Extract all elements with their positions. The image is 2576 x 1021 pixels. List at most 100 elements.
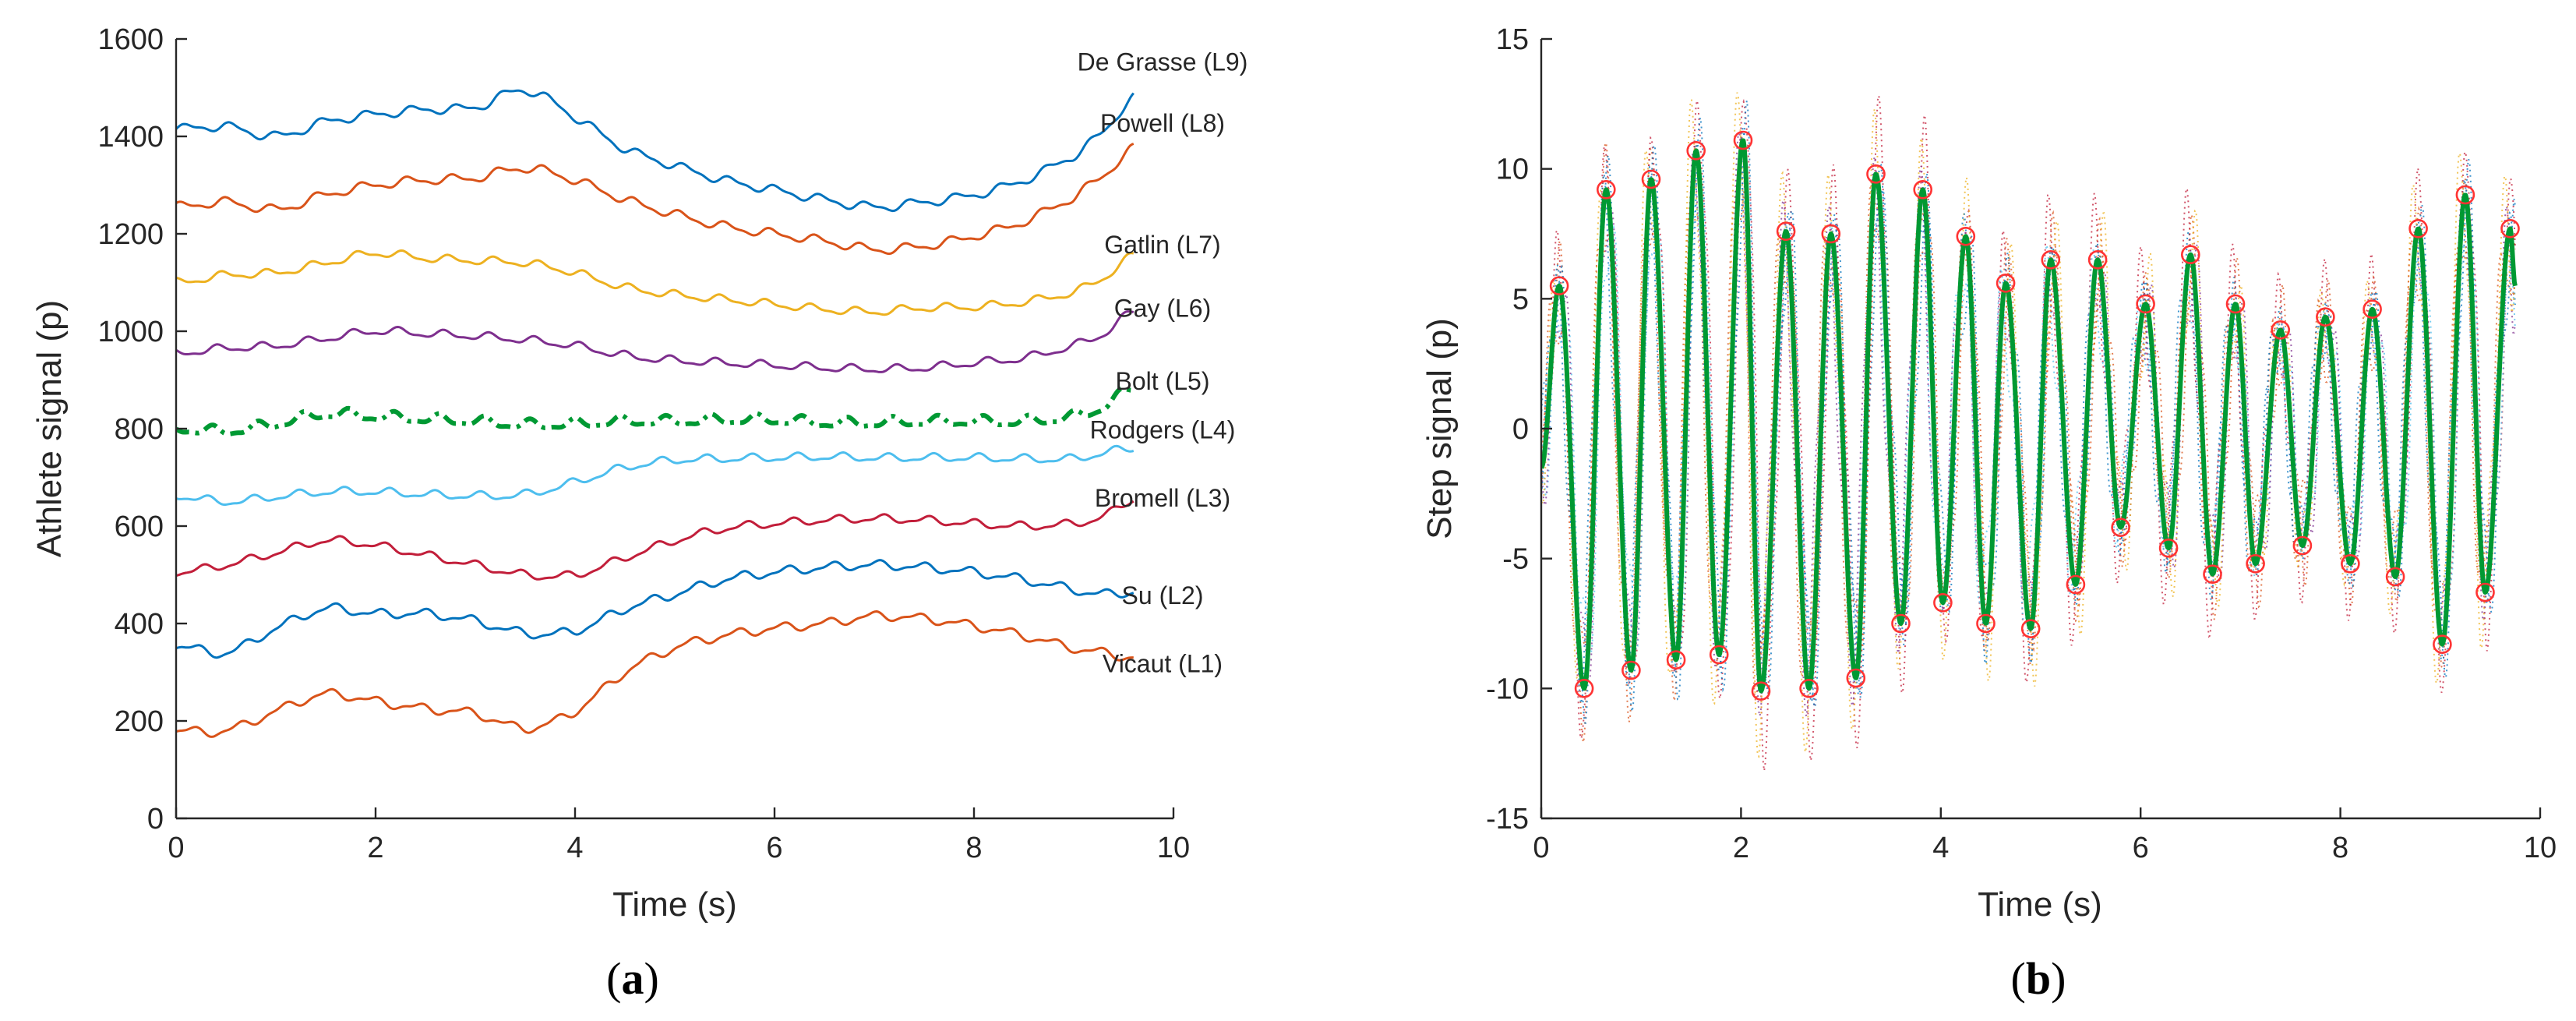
panel-b-extremum-marker xyxy=(1709,645,1729,665)
panel-b-extremum-marker xyxy=(2316,307,2335,327)
panel-b-background-series-de-grasse-l9 xyxy=(1541,100,2516,725)
panel-a-y-tick-label: 200 xyxy=(115,705,164,738)
panel-a-caption: (a) xyxy=(606,953,659,1004)
panel-b-background-series-rodgers-l4 xyxy=(1541,178,2516,693)
panel-b-extremum-marker xyxy=(2475,582,2495,602)
panel-a-series-su-l2 xyxy=(176,559,1134,659)
panel-b-caption-close: ) xyxy=(2051,953,2066,1004)
panel-a-x-tick-label: 6 xyxy=(766,832,782,864)
panel-b-x-axis-title: Time (s) xyxy=(1978,885,2102,924)
panel-b-extremum-marker xyxy=(2341,553,2360,574)
panel-b-x-tick-label: 10 xyxy=(2524,832,2557,864)
panel-b-extremum-marker xyxy=(1846,668,1866,688)
panel-b-extremum-marker xyxy=(2271,320,2290,340)
panel-b-extremum-marker xyxy=(1666,650,1686,670)
panel-b-extremum-marker xyxy=(1733,130,1753,150)
panel-b-extremum-marker xyxy=(2066,574,2086,595)
panel-a-y-axis-title: Athlete signal (p) xyxy=(30,300,69,557)
panel-b-extremum-marker xyxy=(1574,678,1594,698)
panel-b-extremum-marker xyxy=(2136,294,2155,314)
panel-a-x-tick-label: 8 xyxy=(965,832,982,864)
panel-b-y-tick-label: 15 xyxy=(1496,23,1529,56)
panel-b-extremum-marker xyxy=(2292,535,2313,556)
panel-b-extremum-marker xyxy=(1549,276,1569,296)
panel-a-y-tick-label: 600 xyxy=(115,510,164,543)
panel-a-series-label-su-l2: Su (L2) xyxy=(1122,581,1204,609)
panel-b-y-axis-title: Step signal (p) xyxy=(1420,318,1459,539)
panel-a-x-tick-label: 0 xyxy=(168,832,184,864)
panel-a-series-de-grasse-l9 xyxy=(176,89,1134,213)
panel-b-y-tick-label: -5 xyxy=(1502,543,1529,576)
panel-b-extremum-marker xyxy=(2225,294,2246,314)
panel-a-series-gatlin-l7 xyxy=(176,249,1134,316)
panel-b-extremum-marker xyxy=(2158,538,2179,558)
panel-a-y-tick-label: 400 xyxy=(115,608,164,641)
panel-b-y-tick-label: -10 xyxy=(1486,673,1529,705)
panel-b-extremum-marker xyxy=(2041,249,2061,270)
panel-b-extremum-marker xyxy=(1956,226,1976,246)
panel-a-caption-close: ) xyxy=(644,953,659,1004)
panel-b-y-tick-label: 10 xyxy=(1496,154,1529,186)
panel-b-extremum-marker xyxy=(2433,634,2452,655)
panel-a-y-tick-label: 1200 xyxy=(97,218,164,251)
panel-a-series-vicaut-l1 xyxy=(176,610,1134,738)
panel-b-extremum-marker xyxy=(2455,185,2475,205)
panel-b-extremum-marker xyxy=(2408,218,2428,238)
panel-b-axes: 0 2 4 6 8 10 -15 -10 -5 0 5 10 15 xyxy=(1486,23,2557,864)
panel-b-extremum-marker xyxy=(1976,613,1996,634)
panel-a-x-axis-title: Time (s) xyxy=(612,885,737,924)
panel-a-chart: 0 2 4 6 8 10 0 200 400 600 800 1000 1200 1400 1600 De … xyxy=(30,23,1247,1004)
panel-b-extremum-marker xyxy=(1776,221,1796,242)
panel-a-y-tick-label: 0 xyxy=(147,803,164,836)
panel-a-y-tick-label: 1600 xyxy=(97,23,164,56)
panel-b-extremum-marker xyxy=(1597,180,1616,200)
panel-b-extremum-marker xyxy=(2020,619,2041,639)
panel-b-extremum-marker xyxy=(2203,564,2222,585)
panel-b-x-tick-label: 2 xyxy=(1733,832,1749,864)
panel-a-y-tick-label: 800 xyxy=(115,413,164,446)
panel-a-axes: 0 2 4 6 8 10 0 200 400 600 800 1000 1200 1400 1600 xyxy=(97,23,1190,864)
panel-a-series-bolt-l5 xyxy=(176,386,1134,436)
panel-a-series-gay-l6 xyxy=(176,310,1134,373)
panel-a-series-rodgers-l4 xyxy=(176,444,1134,506)
panel-a-series-label-vicaut-l1: Vicaut (L1) xyxy=(1103,650,1223,678)
panel-a-series-label-gatlin-l7: Gatlin (L7) xyxy=(1104,231,1220,259)
panel-b-background-series-powell-l8 xyxy=(1541,182,2516,668)
panel-a-series-label-bolt-l5: Bolt (L5) xyxy=(1116,367,1210,395)
panel-b-extremum-marker xyxy=(1996,273,2016,293)
panel-a-series-label-rodgers-l4: Rodgers (L4) xyxy=(1090,416,1236,444)
panel-b-extremum-marker xyxy=(2500,218,2520,238)
panel-a-series-label-de-grasse-l9: De Grasse (L9) xyxy=(1078,48,1248,76)
panel-a-series-label-bromell-l3: Bromell (L3) xyxy=(1095,484,1230,512)
panel-b-caption-letter: b xyxy=(2026,953,2051,1004)
panel-b-extremum-marker xyxy=(2363,299,2382,320)
panel-b-extremum-marker xyxy=(1799,678,1819,698)
panel-b-x-tick-label: 4 xyxy=(1932,832,1949,864)
panel-b-extremum-marker xyxy=(2246,553,2265,574)
panel-a-x-tick-label: 2 xyxy=(367,832,383,864)
panel-b-extremum-marker xyxy=(2111,518,2130,538)
panel-a-series-label-gay-l6: Gay (L6) xyxy=(1114,294,1211,322)
panel-b-caption: (b) xyxy=(2011,953,2066,1004)
panel-a-series-bromell-l3 xyxy=(176,500,1134,581)
panel-b-y-tick-label: -15 xyxy=(1486,803,1529,836)
panel-b-x-tick-label: 8 xyxy=(2332,832,2348,864)
panel-a-x-tick-label: 10 xyxy=(1157,832,1190,864)
panel-b-extremum-marker xyxy=(1621,660,1641,680)
panel-b-y-tick-label: 0 xyxy=(1512,413,1529,446)
panel-b-extremum-marker xyxy=(1866,164,1886,184)
panel-b-extremum-marker xyxy=(1751,681,1771,701)
panel-b-extremum-marker xyxy=(1641,169,1661,189)
panel-b-extremum-marker xyxy=(2087,249,2108,270)
panel-a-x-tick-label: 4 xyxy=(566,832,583,864)
panel-a-caption-letter: a xyxy=(622,953,644,1004)
panel-b-x-tick-label: 0 xyxy=(1533,832,1549,864)
panel-b-plot-area xyxy=(1541,92,2520,772)
panel-a-series-powell-l8 xyxy=(176,143,1134,256)
panel-b-extremum-marker xyxy=(2385,567,2405,587)
panel-b-caption-open: ( xyxy=(2011,953,2026,1004)
panel-b-y-tick-label: 5 xyxy=(1512,283,1529,316)
panel-b-extremum-marker xyxy=(1913,180,1932,200)
